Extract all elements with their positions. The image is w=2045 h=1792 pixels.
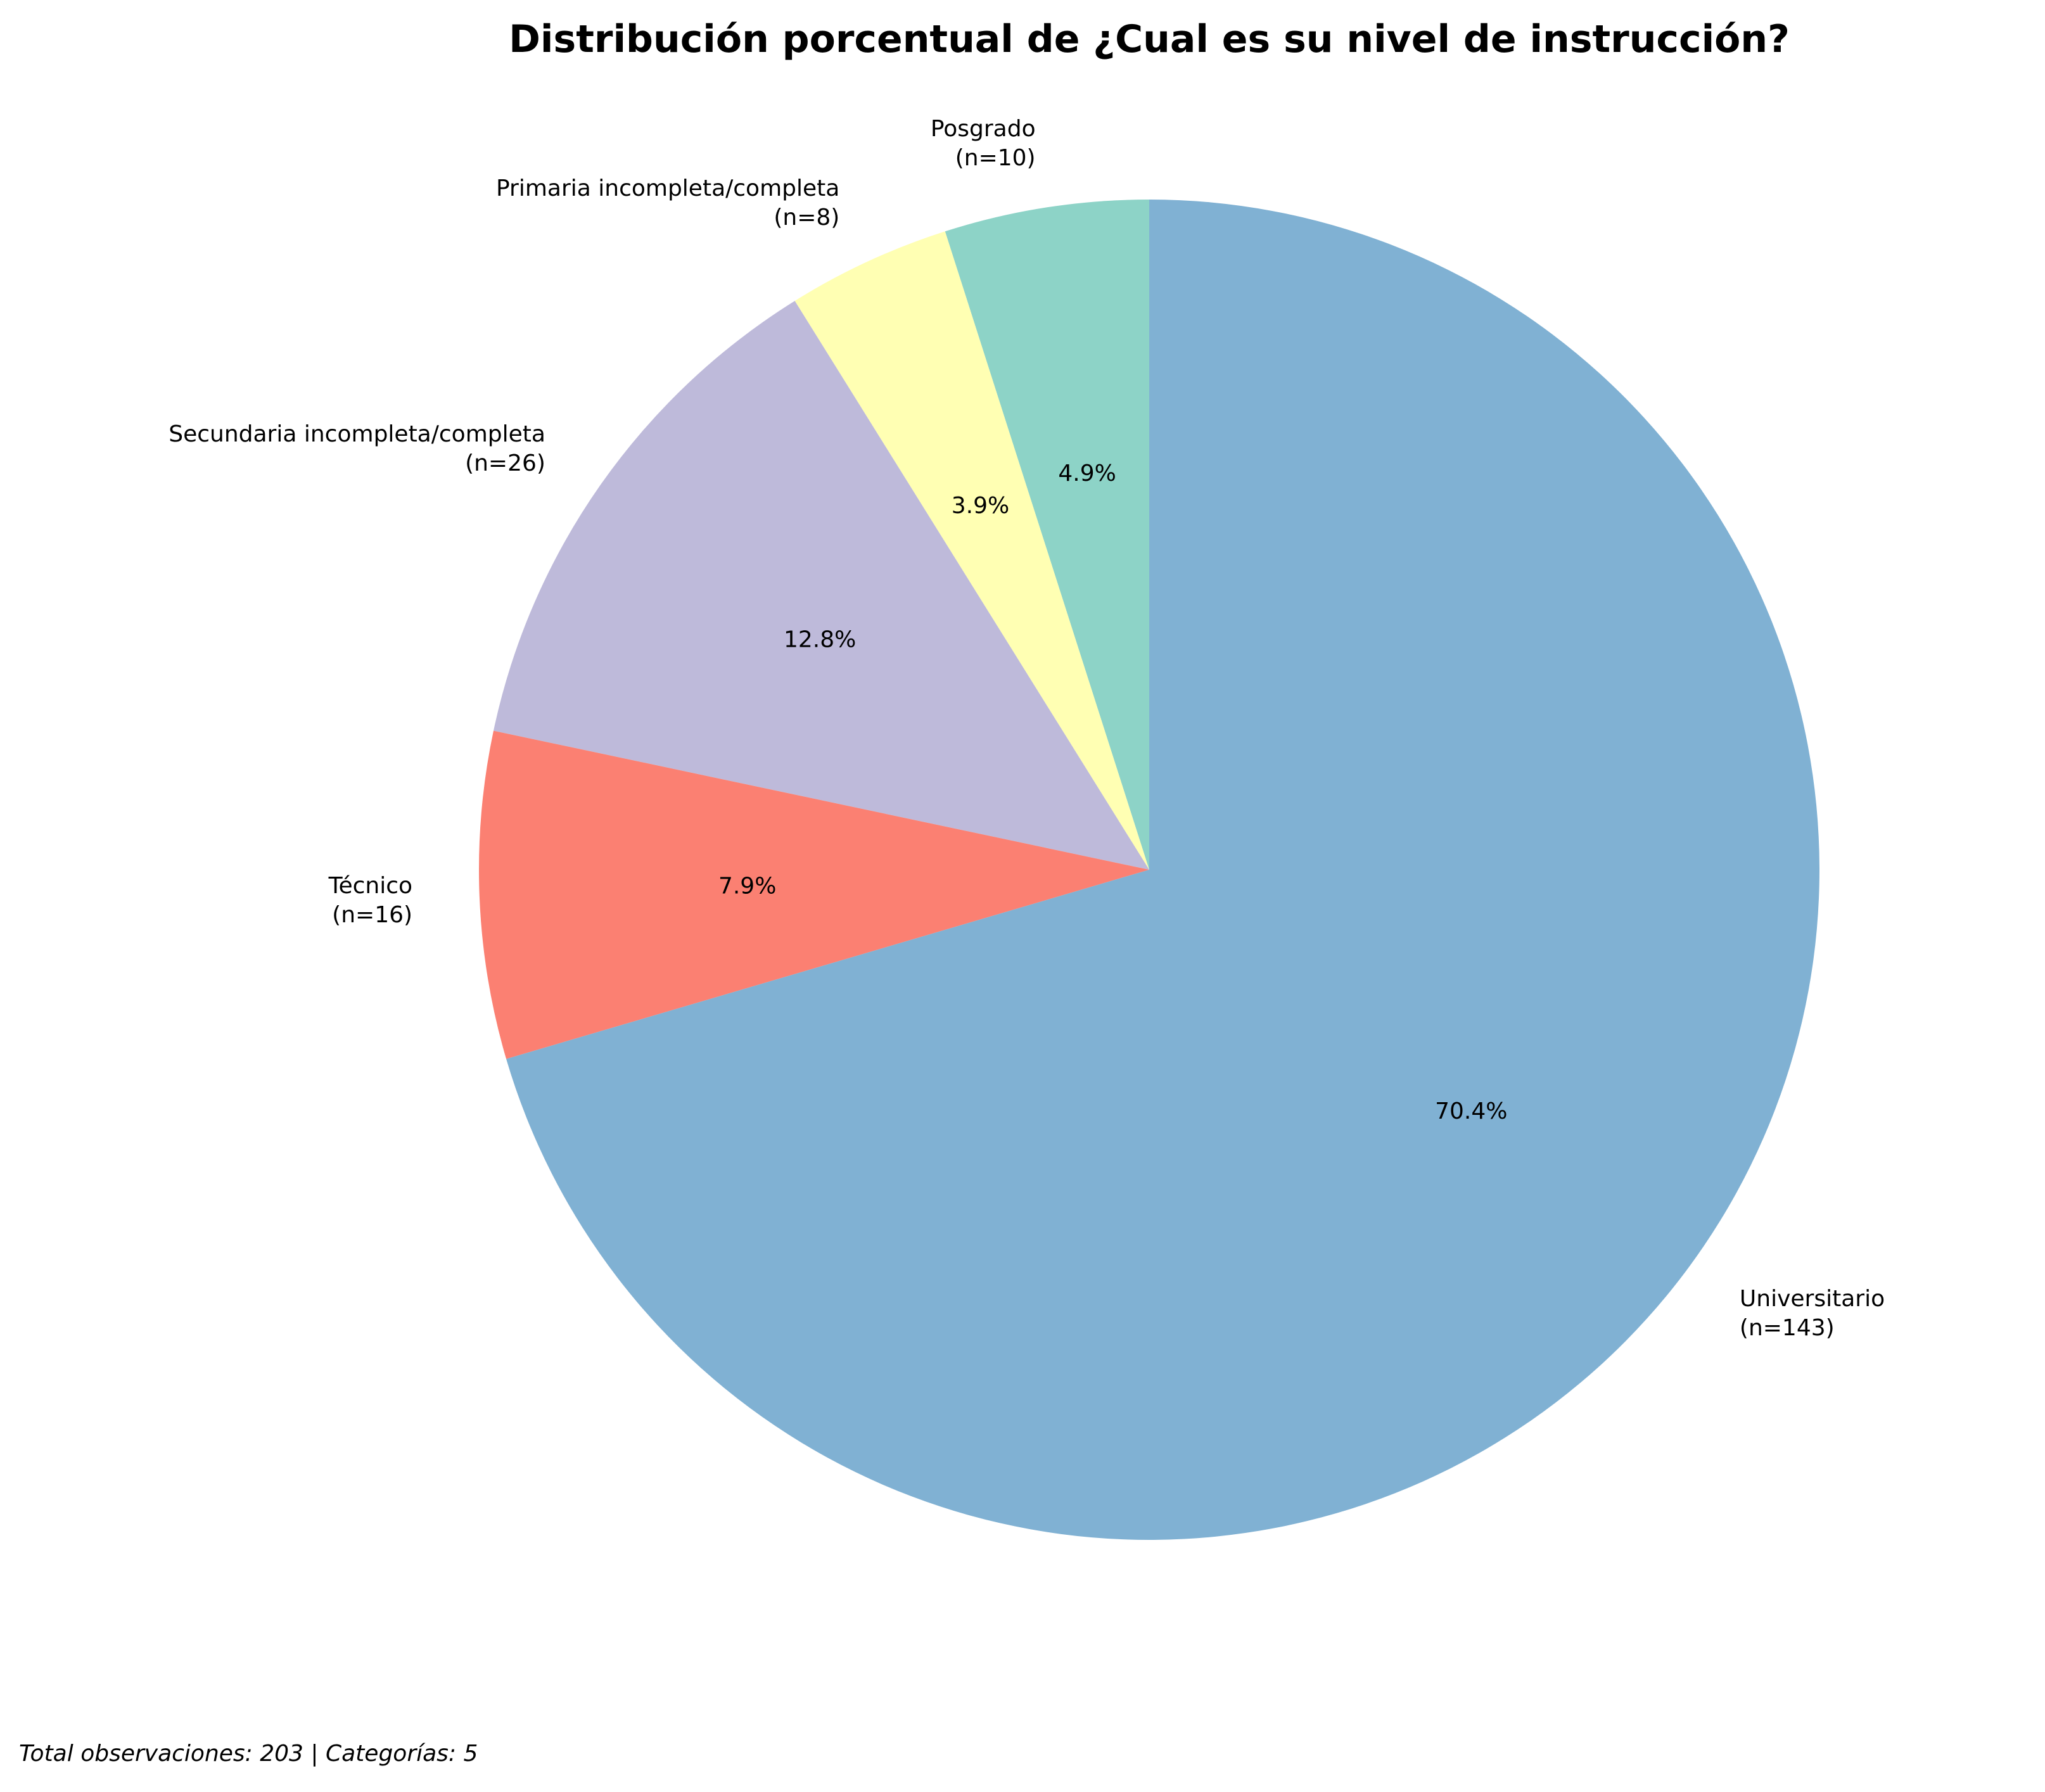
pie-slice-primaria-incompleta-completa bbox=[794, 231, 1149, 870]
chart-title: Distribución porcentual de ¿Cual es su n… bbox=[509, 17, 1790, 61]
category-label-secundaria-incompleta-completa: Secundaria incompleta/completa (n=26) bbox=[169, 421, 545, 476]
percent-label-primaria-incompleta-completa: 3.9% bbox=[952, 493, 1009, 519]
footer-summary: Total observaciones: 203 | Categorías: 5 bbox=[19, 1741, 478, 1767]
percent-label-secundaria-incompleta-completa: 12.8% bbox=[784, 627, 856, 653]
pie-slice-universitario bbox=[506, 200, 1819, 1540]
percent-labels: 4.9% 3.9% 12.8% 7.9% 70.4% bbox=[718, 461, 1508, 1124]
category-label-tecnico: Técnico (n=16) bbox=[328, 873, 412, 928]
pie-slice-tecnico bbox=[478, 730, 1149, 1059]
pie-slice-posgrado bbox=[945, 200, 1149, 870]
pie-slices bbox=[478, 200, 1819, 1540]
category-labels: Posgrado (n=10) Primaria incompleta/comple… bbox=[169, 116, 1885, 1341]
category-label-primaria-incompleta-completa: Primaria incompleta/completa (n=8) bbox=[496, 175, 839, 231]
pie-slice-secundaria-incompleta-completa bbox=[494, 300, 1149, 870]
category-label-posgrado: Posgrado (n=10) bbox=[931, 116, 1036, 171]
percent-label-universitario: 70.4% bbox=[1435, 1098, 1507, 1124]
percent-label-posgrado: 4.9% bbox=[1058, 461, 1116, 486]
percent-label-tecnico: 7.9% bbox=[718, 874, 776, 899]
category-label-universitario: Universitario (n=143) bbox=[1740, 1286, 1885, 1341]
